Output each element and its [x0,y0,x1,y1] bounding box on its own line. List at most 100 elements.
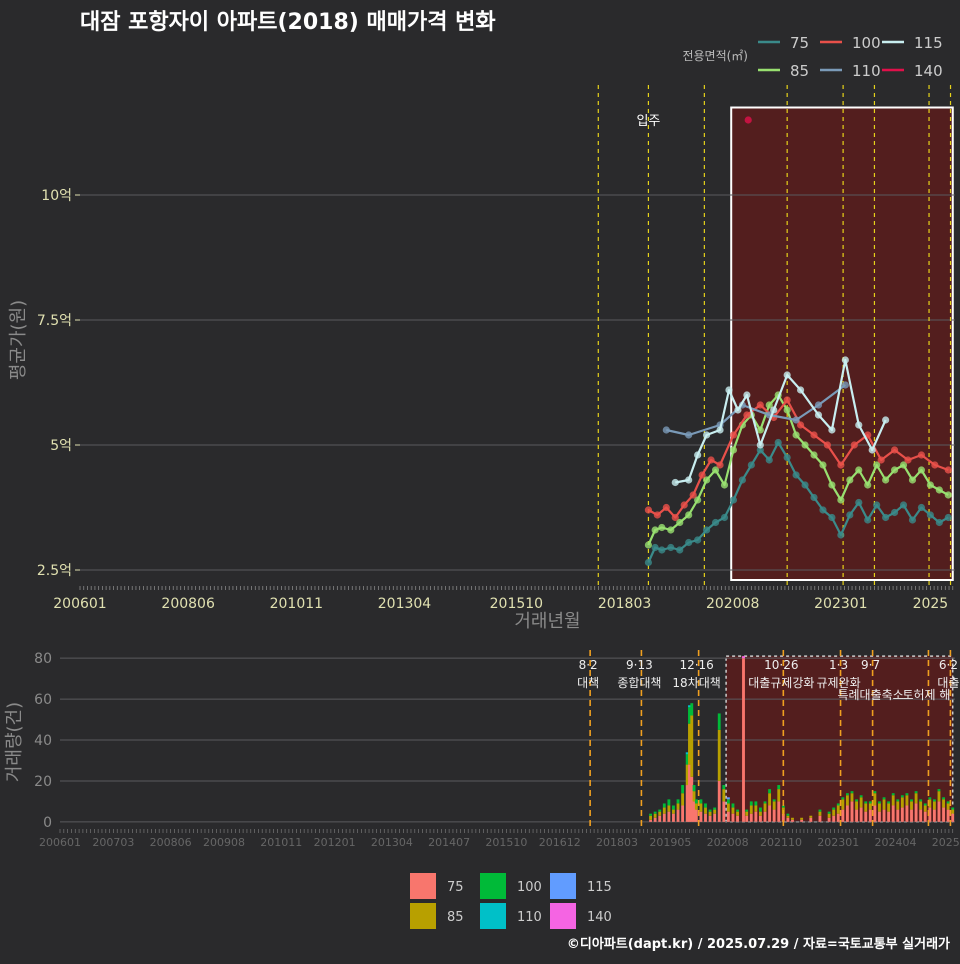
data-point-75 [864,516,872,524]
bar-segment-85 [736,811,739,816]
data-point-100 [904,456,912,464]
bar-segment-85 [726,803,730,812]
y-axis-title: 평균가(원) [8,300,29,380]
data-point-100 [890,446,899,454]
bar-segment-85 [836,805,840,814]
bar-segment-85 [855,801,859,810]
data-point-85 [908,476,917,484]
bar-segment-85 [809,815,813,818]
data-point-75 [676,546,684,554]
x-tick-label-bottom: 200601 [39,836,81,849]
x-tick-label-bottom: 202008 [707,836,749,849]
bar-segment-85 [832,809,836,816]
event-text-label: 종합대책 [617,675,661,690]
bar-segment-85 [685,764,689,786]
event-text-label: 대책 [577,675,599,690]
data-point-85 [729,446,738,454]
bar-segment-85 [692,791,696,802]
data-point-140 [744,116,752,124]
bar-segment-85 [763,803,767,812]
bar-segment-100 [745,809,749,812]
data-point-85 [792,431,800,439]
data-point-100 [644,506,653,514]
bar-segment-75 [864,811,868,822]
bar-segment-75 [914,803,918,822]
bar-segment-85 [667,805,671,812]
bar-segment-100 [855,799,859,802]
data-point-100 [662,503,670,512]
data-point-85 [899,461,908,469]
bar-segment-75 [923,811,927,822]
data-point-100 [850,441,858,449]
data-point-75 [644,558,653,567]
bar-segment-85 [882,799,886,810]
bar-segment-75 [850,801,854,822]
data-point-75 [944,513,952,522]
legend-label: 110 [852,62,881,80]
bar-segment-85 [946,803,950,810]
data-point-75 [765,456,773,464]
data-point-75 [783,453,791,462]
data-point-115 [702,431,711,439]
bar-segment-85 [690,715,694,777]
data-point-100 [689,491,697,499]
x-tick-label-bottom: 201905 [649,836,691,849]
data-point-75 [756,446,764,454]
bar-segment-85 [868,803,872,810]
data-point-75 [711,518,720,527]
x-tick-label: 2025 [913,596,949,612]
bar-segment-85 [850,793,854,802]
data-point-110 [792,416,800,424]
bar-segment-100 [905,793,909,796]
bar-segment-85 [887,803,891,812]
bar-segment-85 [777,789,781,802]
bar-segment-100 [722,785,726,790]
bar-segment-85 [759,811,762,816]
data-point-100 [796,421,805,429]
series-line-115 [675,358,887,484]
bar-segment-115 [726,797,730,800]
legend-label: 85 [790,62,809,80]
bar-segment-75 [653,817,657,822]
bar-segment-85 [649,815,652,820]
bar-segment-75 [887,811,891,822]
bar-segment-75 [900,807,904,822]
bar-segment-100 [868,801,872,804]
data-point-85 [917,466,926,474]
data-point-100 [680,501,688,509]
bar-segment-75 [800,819,804,822]
legend-label-bottom: 75 [447,880,464,895]
data-point-85 [926,481,934,489]
y-tick-label-bottom: 60 [34,692,52,708]
bar-segment-85 [864,803,868,812]
event-text-label: 18차대책 [672,675,720,690]
legend-label-bottom: 110 [517,910,542,925]
bar-segment-85 [699,803,703,812]
bar-segment-75 [681,805,685,822]
data-point-115 [685,476,693,484]
bar-segment-85 [919,801,923,810]
bar-segment-85 [786,815,790,818]
bar-segment-100 [777,785,781,790]
bar-segment-85 [772,801,776,810]
data-point-75 [702,526,711,534]
x-tick-label: 200601 [53,596,106,612]
legend-swatch-bottom [480,903,506,929]
data-point-100 [716,461,724,469]
bar-segment-100 [731,803,735,808]
bar-segment-85 [932,801,936,810]
bar-segment-75 [676,809,680,822]
data-point-115 [855,421,863,429]
bar-segment-85 [694,803,698,810]
data-point-100 [931,461,939,469]
data-point-110 [814,401,823,409]
bar-segment-100 [873,791,877,794]
bar-segment-100 [832,807,836,810]
data-point-85 [783,406,791,414]
data-point-115 [882,416,890,424]
data-point-115 [828,426,836,434]
bar-segment-75 [690,776,694,822]
data-point-85 [651,526,659,534]
bar-segment-85 [928,799,932,808]
data-point-85 [756,426,764,434]
